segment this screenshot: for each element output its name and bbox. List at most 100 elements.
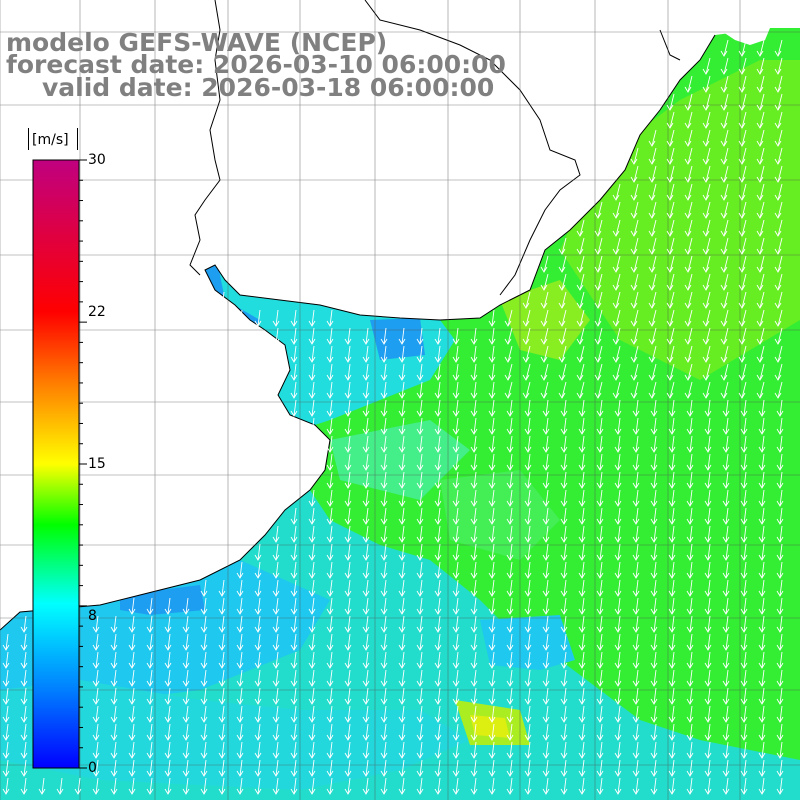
wind-arrow — [756, 381, 765, 399]
wind-arrow — [594, 201, 603, 219]
wind-arrow — [758, 741, 766, 759]
wind-arrow — [756, 291, 765, 309]
wind-arrow — [254, 597, 262, 615]
wind-arrow — [704, 561, 712, 579]
wind-arrow — [596, 399, 604, 417]
wind-arrow — [362, 327, 370, 345]
wind-arrow — [488, 435, 496, 453]
wind-arrow — [612, 291, 621, 309]
wind-arrow — [612, 183, 621, 201]
wind-arrow — [722, 741, 730, 759]
wind-arrow — [702, 345, 711, 363]
wind-arrow — [272, 777, 280, 795]
wind-arrow — [704, 489, 712, 507]
wind-arrow — [434, 471, 442, 489]
wind-arrow — [218, 291, 226, 309]
wind-arrow — [344, 615, 352, 633]
wind-arrow — [452, 579, 460, 597]
wind-arrow — [630, 237, 639, 255]
wind-arrow — [110, 723, 118, 741]
wind-arrow — [434, 543, 442, 561]
wind-arrow — [326, 507, 334, 525]
wind-arrow — [650, 669, 658, 687]
wind-arrow — [488, 381, 496, 399]
wind-arrow — [668, 633, 676, 651]
wind-arrow — [344, 543, 352, 561]
wind-arrow — [666, 255, 675, 273]
wind-arrow — [686, 489, 694, 507]
wind-arrow — [308, 687, 316, 705]
wind-arrow — [254, 543, 262, 561]
wind-arrow — [684, 345, 693, 363]
wind-arrow — [20, 759, 28, 777]
wind-arrow — [524, 453, 532, 471]
wind-arrow — [740, 561, 748, 579]
wind-arrow — [774, 75, 783, 93]
wind-arrow — [560, 399, 568, 417]
wind-arrow — [704, 723, 712, 741]
wind-arrow — [308, 651, 316, 669]
wind-arrow — [632, 705, 640, 723]
wind-arrow — [470, 381, 478, 399]
wind-arrow — [614, 561, 622, 579]
wind-arrow — [684, 147, 693, 165]
wind-arrow — [308, 525, 316, 543]
wind-arrow — [758, 399, 766, 417]
wind-arrow — [326, 597, 334, 615]
wind-arrow — [702, 363, 711, 381]
wind-arrow — [774, 147, 783, 165]
wind-arrow — [560, 597, 568, 615]
wind-arrow — [684, 327, 693, 345]
wind-arrow — [290, 345, 298, 363]
wind-arrow — [774, 345, 783, 363]
wind-arrow — [326, 651, 334, 669]
wind-arrow — [594, 219, 603, 237]
wind-arrow — [666, 309, 675, 327]
wind-arrow — [720, 309, 729, 327]
wind-arrow — [560, 453, 568, 471]
wind-arrow — [488, 345, 496, 363]
wind-arrow — [666, 219, 675, 237]
wind-arrow — [774, 255, 783, 273]
wind-arrow — [290, 651, 298, 669]
wind-arrow — [236, 579, 244, 597]
wind-arrow — [578, 651, 586, 669]
wind-arrow — [164, 633, 172, 651]
wind-arrow — [218, 669, 226, 687]
wind-arrow — [704, 705, 712, 723]
colorbar-tick-label: 30 — [88, 152, 106, 168]
wind-arrow — [290, 543, 298, 561]
wind-arrow — [524, 615, 532, 633]
wind-arrow — [776, 561, 784, 579]
wind-arrow — [218, 615, 226, 633]
wind-arrow — [594, 363, 603, 381]
wind-arrow — [578, 579, 586, 597]
wind-arrow — [308, 741, 316, 759]
wind-arrow — [686, 651, 694, 669]
wind-arrow — [344, 327, 352, 345]
wind-arrow — [630, 183, 639, 201]
wind-arrow — [668, 579, 676, 597]
wind-arrow — [128, 615, 136, 633]
wind-arrow — [362, 417, 370, 435]
wind-arrow — [110, 705, 118, 723]
wind-arrow — [758, 759, 766, 777]
wind-arrow — [146, 669, 154, 687]
wind-arrow — [488, 471, 496, 489]
wind-arrow — [290, 687, 298, 705]
wind-arrow — [200, 759, 208, 777]
wind-arrow — [558, 237, 567, 255]
wind-arrow — [236, 597, 244, 615]
wind-arrow — [92, 633, 100, 651]
wind-arrow — [416, 399, 424, 417]
wind-arrow — [128, 777, 136, 795]
wind-arrow — [576, 237, 585, 255]
wind-arrow — [92, 705, 100, 723]
wind-arrow — [630, 327, 639, 345]
wind-arrow — [452, 525, 460, 543]
wind-arrow — [308, 597, 316, 615]
wind-arrow — [722, 435, 730, 453]
wind-arrow — [774, 273, 783, 291]
wind-arrow — [236, 561, 244, 579]
wind-arrow — [308, 489, 316, 507]
